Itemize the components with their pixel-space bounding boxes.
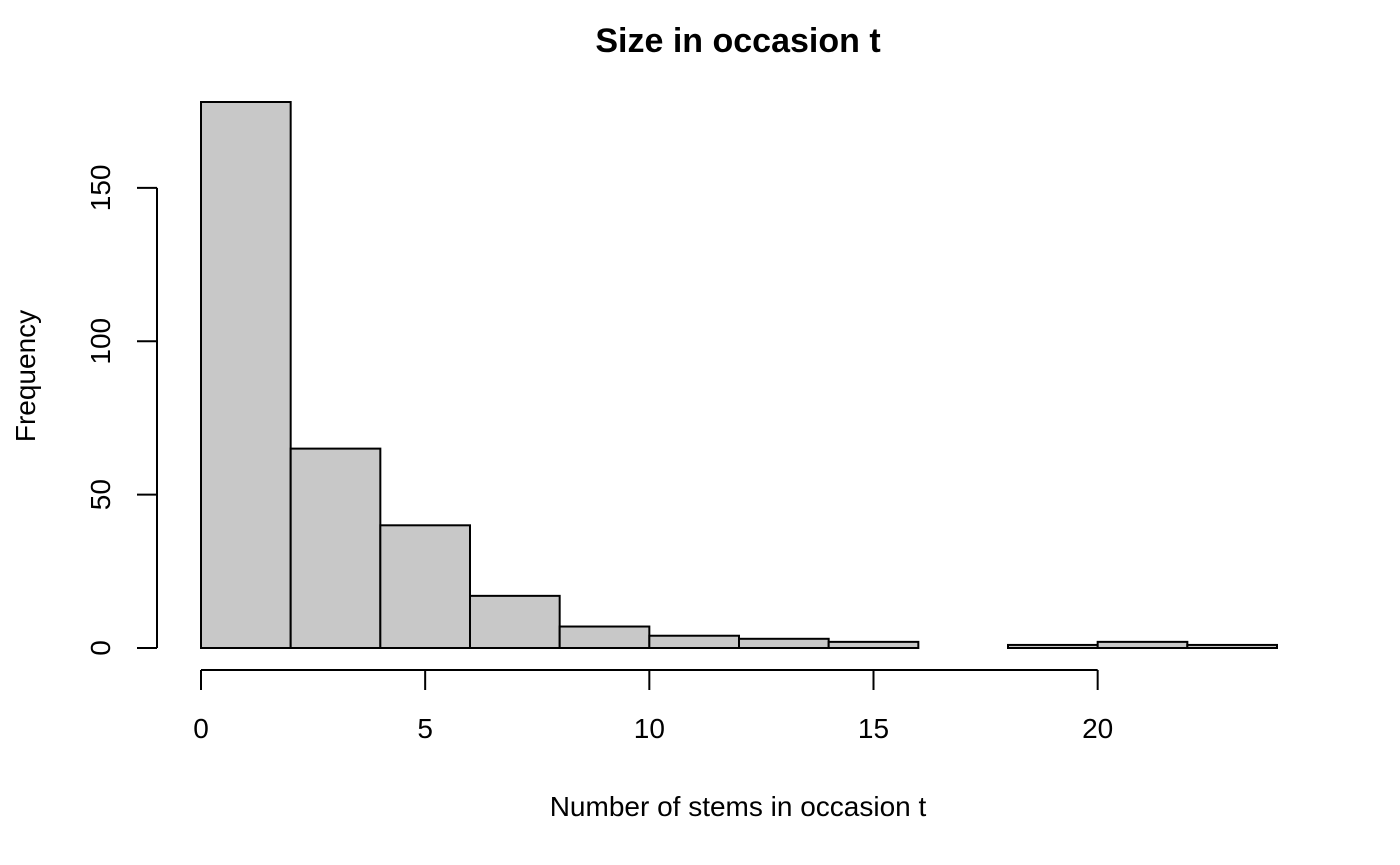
x-axis-label: Number of stems in occasion t: [550, 791, 927, 822]
y-tick-label: 150: [85, 165, 116, 212]
histogram-bar-12-14: [738, 637, 830, 649]
histogram-bar-20-22: [1096, 640, 1189, 650]
x-tick-label: 20: [1082, 713, 1113, 744]
histogram-bar-8-10: [558, 625, 651, 649]
histogram-bars: [200, 101, 1279, 650]
x-tick-label: 10: [634, 713, 665, 744]
histogram-bar-4-6: [379, 524, 472, 649]
x-tick-label: 15: [858, 713, 889, 744]
x-axis: 0 5 10 15 20: [193, 669, 1113, 744]
y-axis-label: Frequency: [10, 310, 41, 442]
histogram-bar-22-24: [1186, 643, 1279, 649]
histogram-bar-14-16: [827, 640, 920, 650]
y-tick-label: 50: [85, 479, 116, 510]
x-tick-label: 5: [417, 713, 433, 744]
x-tick-label: 0: [193, 713, 209, 744]
chart-title: Size in occasion t: [595, 22, 880, 60]
y-tick-label: 100: [85, 318, 116, 365]
histogram-bar-6-8: [469, 594, 561, 650]
histogram-bar-18-20: [1007, 643, 1099, 649]
histogram-bar-0-2: [200, 101, 292, 649]
y-tick-label: 0: [85, 640, 116, 656]
y-axis: 0 50 100 150: [85, 165, 158, 656]
histogram-bar-10-12: [648, 634, 740, 650]
histogram-bar-2-4: [289, 447, 382, 649]
